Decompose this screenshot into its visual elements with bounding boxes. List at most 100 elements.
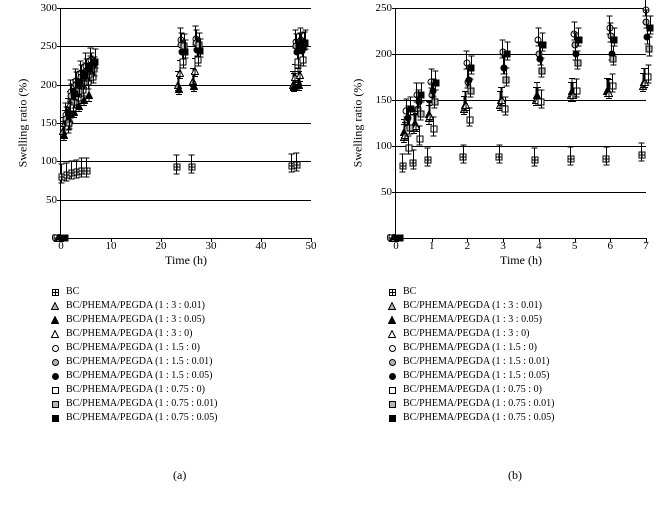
data-point [500, 64, 507, 71]
legend-item: BC/PHEMA/PEGDA (1 : 1.5 : 0.01) [48, 355, 217, 369]
legend-marker-icon [385, 285, 399, 299]
legend-item: BC/PHEMA/PEGDA (1 : 1.5 : 0.05) [48, 369, 217, 383]
error-cap [606, 79, 612, 80]
error-bar [416, 113, 417, 131]
error-cap [460, 163, 466, 164]
plot-area: 05010015020025001234567Swelling ratio (%… [395, 8, 646, 239]
error-cap [501, 55, 507, 56]
error-cap [413, 131, 419, 132]
error-cap [568, 165, 574, 166]
error-bar [419, 126, 420, 144]
legend-item: BC/PHEMA/PEGDA (1 : 0.75 : 0.05) [385, 411, 554, 425]
data-point [501, 64, 508, 71]
legend-item: BC/PHEMA/PEGDA (1 : 1.5 : 0) [385, 341, 554, 355]
data-point [403, 108, 410, 115]
data-point [567, 91, 575, 99]
data-point [533, 91, 541, 99]
error-cap [502, 97, 508, 98]
error-cap [644, 25, 650, 26]
error-cap [642, 68, 648, 69]
error-bar [572, 78, 573, 96]
error-cap [401, 137, 407, 138]
legend-marker-icon [385, 341, 399, 355]
ytick-label: 100 [376, 140, 397, 152]
legend-label: BC/PHEMA/PEGDA (1 : 3 : 0) [66, 327, 192, 341]
error-cap [571, 39, 577, 40]
error-cap [608, 23, 614, 24]
legend-item: BC [48, 285, 217, 299]
error-cap [432, 108, 438, 109]
data-point [638, 152, 645, 159]
error-cap [461, 96, 467, 97]
data-point [647, 25, 654, 32]
error-cap [414, 83, 420, 84]
legend-item: BC/PHEMA/PEGDA (1 : 0.75 : 0) [385, 383, 554, 397]
error-cap [468, 96, 474, 97]
data-point [429, 92, 436, 99]
error-cap [410, 150, 416, 151]
gridline [396, 146, 646, 147]
error-cap [407, 115, 413, 116]
data-point [405, 115, 412, 122]
data-point [568, 87, 576, 95]
data-point [462, 101, 470, 109]
error-cap [428, 69, 434, 70]
error-cap [415, 97, 421, 98]
data-point [569, 91, 577, 99]
error-cap [572, 32, 578, 33]
error-cap [538, 108, 544, 109]
legend-marker-icon [48, 355, 62, 369]
error-cap [496, 163, 502, 164]
subplot-label-a: (a) [173, 468, 186, 483]
legend-label: BC/PHEMA/PEGDA (1 : 3 : 0.01) [403, 299, 542, 313]
legend-marker-icon [385, 355, 399, 369]
error-cap [429, 83, 435, 84]
error-cap [426, 119, 432, 120]
error-cap [404, 126, 410, 127]
legend-item: BC/PHEMA/PEGDA (1 : 0.75 : 0.01) [48, 397, 217, 411]
error-cap [416, 108, 422, 109]
error-bar [507, 41, 508, 59]
error-bar [408, 106, 409, 124]
data-point [571, 30, 578, 37]
error-cap [401, 119, 407, 120]
legend-marker-icon [385, 299, 399, 313]
gridline [396, 100, 646, 101]
error-cap [504, 41, 510, 42]
error-bar [576, 78, 577, 96]
error-cap [532, 165, 538, 166]
error-cap [607, 34, 613, 35]
error-cap [403, 117, 409, 118]
error-cap [643, 16, 649, 17]
error-cap [608, 41, 614, 42]
error-bar [404, 119, 405, 137]
error-bar [578, 28, 579, 46]
error-cap [411, 133, 417, 134]
legend-marker-icon [48, 369, 62, 383]
error-cap [537, 64, 543, 65]
error-bar [648, 64, 649, 82]
error-cap [500, 58, 506, 59]
error-cap [604, 96, 610, 97]
error-bar [435, 71, 436, 89]
error-cap [537, 46, 543, 47]
error-bar [428, 105, 429, 123]
legend-label: BC/PHEMA/PEGDA (1 : 1.5 : 0) [66, 341, 200, 355]
error-cap [464, 51, 470, 52]
xtick-label: 4 [536, 238, 542, 252]
error-cap [427, 121, 433, 122]
error-cap [401, 142, 407, 143]
error-cap [432, 89, 438, 90]
error-cap [410, 168, 416, 169]
error-cap [503, 67, 509, 68]
legend-label: BC/PHEMA/PEGDA (1 : 1.5 : 0.05) [66, 369, 212, 383]
legend-item: BC/PHEMA/PEGDA (1 : 1.5 : 0) [48, 341, 217, 355]
error-cap [610, 64, 616, 65]
error-cap [646, 37, 652, 38]
data-point [466, 117, 473, 124]
error-cap [642, 87, 648, 88]
error-cap [400, 172, 406, 173]
error-cap [610, 74, 616, 75]
data-point [399, 163, 406, 170]
legend-label: BC/PHEMA/PEGDA (1 : 0.75 : 0) [403, 383, 542, 397]
